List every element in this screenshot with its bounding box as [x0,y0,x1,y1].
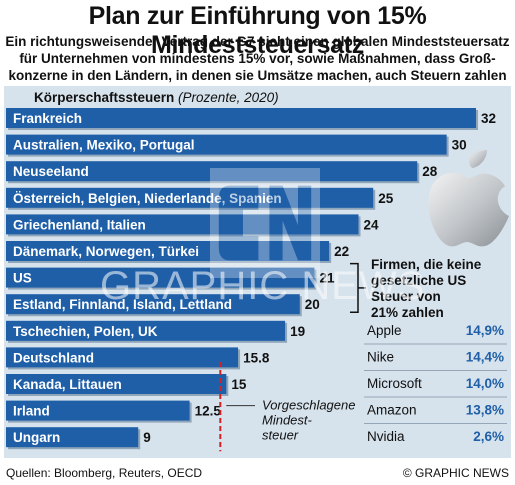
bar [6,214,359,235]
companies-title: Steuer von [371,289,441,304]
company-value: 2,6% [473,429,504,444]
bar-value-label: 32 [481,111,496,126]
bar-category-label: Österreich, Belgien, Niederlande, Spanie… [13,191,282,206]
bar-value-label: 30 [452,138,467,153]
bar [6,161,418,182]
chart-title: Körperschaftssteuern (Prozente, 2020) [34,90,279,105]
bar-category-label: Dänemark, Norwegen, Türkei [13,244,199,259]
sources: Quellen: Bloomberg, Reuters, OECD [6,466,203,480]
bar-value-label: 25 [378,191,394,206]
company-value: 13,8% [466,403,504,418]
reference-label: Mindest- [262,413,313,428]
subtitle: Ein richtungsweisender Vertrag der G7 si… [4,33,511,84]
subtitle-line: Ein richtungsweisender Vertrag der G7 si… [5,34,510,49]
subtitle-line: für Unternehmen von mindestens 15% vor, … [19,51,496,66]
bar [6,427,139,448]
bar [6,241,330,261]
graphic-news-logo-watermark [210,168,320,278]
bar-category-label: US [13,271,32,286]
bar [6,347,239,368]
company-value: 14,0% [466,376,504,391]
reference-label: Vorgeschlagene [262,398,355,413]
bar-category-label: Frankreich [13,111,82,126]
bar-value-label: 9 [143,430,151,445]
company-value: 14,9% [466,323,504,338]
companies-title: 21% zahlen [371,305,444,320]
page-title: Plan zur Einführung von 15% Mindeststeue… [88,2,427,59]
bar [6,400,190,421]
bar [6,374,227,394]
bar-category-label: Kanada, Littauen [13,377,122,392]
bar-category-label: Tschechien, Polen, UK [13,324,158,339]
company-name: Nike [367,350,394,365]
apple-logo-icon [428,150,509,247]
bar-value-label: 12.5 [195,404,222,419]
bar-category-label: Griechenland, Italien [13,217,146,232]
bar [6,134,447,155]
bar-value-label: 22 [334,244,349,259]
credit: © GRAPHIC NEWS [402,466,509,480]
company-value: 14,4% [466,350,504,365]
bar-category-label: Australien, Mexiko, Portugal [13,138,195,153]
bar [6,320,286,341]
bar [6,267,315,288]
bar-category-label: Irland [13,404,50,419]
bar-value-label: 15.8 [243,350,270,365]
bar-category-label: Deutschland [13,350,94,365]
bar-category-label: Ungarn [13,430,60,445]
bar-category-label: Neuseeland [13,164,89,179]
company-name: Microsoft [367,376,422,391]
bar [6,187,374,208]
bar-value-label: 24 [364,217,380,232]
company-name: Amazon [367,403,417,418]
companies-title: gesetzliche US [371,273,466,288]
company-name: Apple [367,323,402,338]
subtitle-line: konzerne in den Ländern, in denen sie Um… [8,68,507,83]
bar [6,294,300,315]
bar-value-label: 28 [422,164,438,179]
companies-title: Firmen, die keine [371,257,482,272]
bar-value-label: 19 [290,324,305,339]
bar-value-label: 21 [319,271,335,286]
bar-value-label: 15 [231,377,247,392]
watermark-text: GRAPHIC NEWS [100,264,426,308]
bar [6,108,476,128]
company-name: Nvidia [367,429,405,444]
bar-category-label: Estland, Finnland, Island, Lettland [13,297,232,312]
chart-panel: Körperschaftssteuern (Prozente, 2020) Fra… [4,86,511,458]
reference-label: steuer [262,428,299,443]
bar-value-label: 20 [305,297,320,312]
bar-chart: Körperschaftssteuern (Prozente, 2020) Fra… [6,90,507,452]
